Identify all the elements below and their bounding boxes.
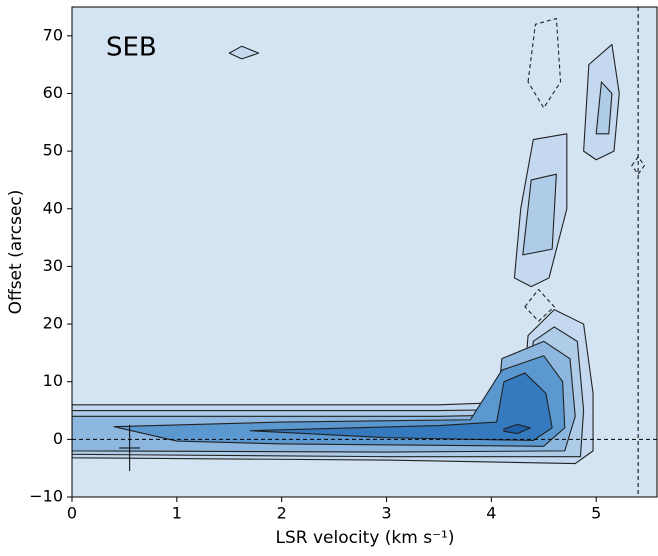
contour (631, 156, 645, 175)
y-tick-label: 10 (43, 371, 63, 390)
y-tick-label: −10 (29, 487, 63, 506)
contour (113, 355, 566, 447)
plot-area (72, 7, 657, 497)
x-tick-label: 2 (277, 504, 287, 523)
x-tick-label: 0 (67, 504, 77, 523)
x-tick-label: 5 (591, 504, 601, 523)
x-axis-label: LSR velocity (km s⁻¹) (275, 528, 454, 548)
y-tick-label: 30 (43, 256, 63, 275)
plot-frame (71, 6, 658, 498)
y-tick-label: 20 (43, 314, 63, 333)
y-tick-label: 60 (43, 83, 63, 102)
y-tick-label: 70 (43, 25, 63, 44)
y-axis-label: Offset (arcsec) (6, 190, 26, 315)
x-tick-label: 4 (486, 504, 496, 523)
contour (228, 45, 260, 60)
contour (522, 173, 557, 256)
x-tick-label: 3 (381, 504, 391, 523)
contour (503, 423, 531, 435)
y-tick-label: 0 (53, 429, 63, 448)
y-tick-label: 50 (43, 141, 63, 160)
x-tick-label: 1 (172, 504, 182, 523)
contour (595, 81, 613, 135)
y-tick-label: 40 (43, 198, 63, 217)
contour (524, 288, 555, 322)
annotation: SEB (106, 33, 157, 63)
